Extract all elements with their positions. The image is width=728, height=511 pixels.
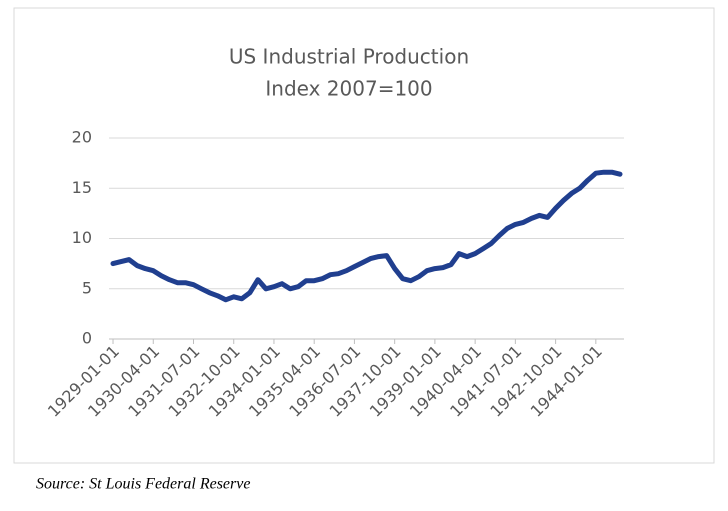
- chart-frame: [13, 7, 715, 464]
- y-tick-label: 10: [72, 228, 92, 247]
- y-tick-label: 0: [82, 329, 92, 348]
- data-line: [110, 169, 623, 303]
- source-note: Source: St Louis Federal Reserve: [36, 476, 250, 493]
- chart-subtitle: Index 2007=100: [265, 77, 432, 101]
- y-tick-label: 15: [72, 178, 92, 197]
- y-tick-label: 20: [72, 128, 92, 147]
- chart-title: US Industrial Production: [229, 45, 469, 69]
- y-tick-label: 5: [82, 278, 92, 297]
